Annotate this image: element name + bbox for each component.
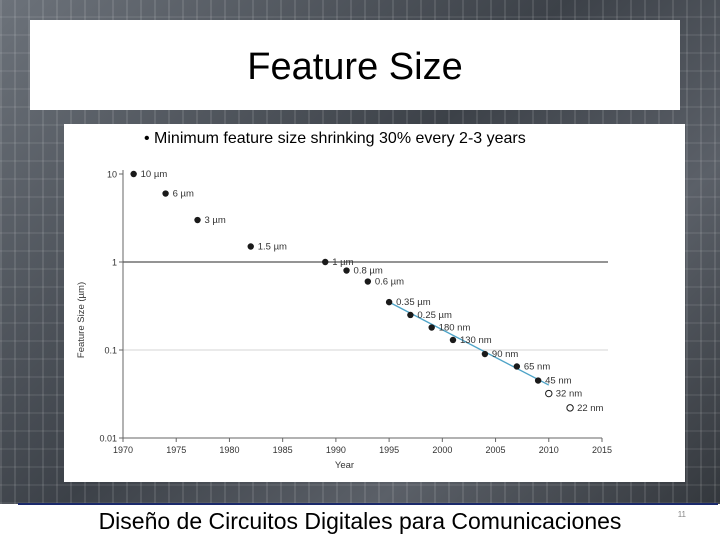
x-tick-label: 2005 [486, 445, 506, 455]
data-point [513, 363, 521, 370]
x-tick-label: 2000 [432, 445, 452, 455]
bullet-text: • Minimum feature size shrinking 30% eve… [144, 130, 526, 147]
data-point [364, 278, 372, 285]
data-label: 0.8 µm [354, 266, 383, 277]
data-point [343, 267, 350, 274]
data-label: 90 nm [492, 349, 518, 360]
data-label: 3 µm [205, 215, 226, 226]
page-number: 11 [677, 510, 686, 519]
footer-bar [0, 504, 720, 540]
data-label: 130 nm [460, 335, 492, 346]
data-point [247, 243, 254, 250]
data-label: 45 nm [545, 376, 571, 387]
footer-text: Diseño de Circuitos Digitales para Comun… [98, 508, 622, 534]
data-label: 180 nm [439, 323, 471, 334]
data-label: 1.5 µm [258, 242, 287, 253]
y-tick-label: 1 [112, 258, 117, 268]
trend-line [388, 301, 550, 386]
slide-title: Feature Size [247, 45, 463, 88]
x-tick-label: 1985 [273, 445, 293, 455]
data-label: 10 µm [141, 169, 168, 180]
data-label: 22 nm [577, 403, 603, 414]
x-tick-label: 1990 [326, 445, 346, 455]
x-tick-label: 1995 [379, 445, 399, 455]
data-point [566, 404, 574, 412]
content-box: 10 1 0.1 0.01 1970 1975 1980 1985 1990 1995 2000 20… [64, 124, 685, 482]
y-tick-label: 0.01 [99, 434, 117, 444]
x-axis-label: Year [335, 460, 354, 471]
data-label: 0.6 µm [375, 277, 404, 288]
x-tick-label: 1980 [219, 445, 239, 455]
data-point [481, 350, 489, 358]
data-point [449, 336, 457, 344]
data-label: 6 µm [173, 189, 194, 200]
y-axis-label: Feature Size (µm) [76, 282, 87, 358]
data-point [322, 258, 329, 266]
data-label: 1 µm [332, 257, 353, 268]
x-tick-label: 2015 [592, 445, 612, 455]
data-label: 0.35 µm [396, 297, 431, 308]
data-label: 0.25 µm [417, 310, 452, 321]
title-box: Feature Size [30, 20, 680, 110]
footer-divider [18, 503, 718, 505]
data-point [545, 389, 553, 398]
data-point [162, 190, 169, 197]
data-point [407, 311, 414, 319]
x-tick-label: 1970 [113, 445, 133, 455]
data-point [428, 324, 435, 331]
y-tick-label: 0.1 [104, 346, 117, 356]
data-label: 65 nm [524, 361, 550, 372]
data-label: 32 nm [556, 389, 582, 400]
data-point [385, 298, 393, 306]
data-point [534, 377, 542, 384]
data-point [130, 170, 137, 178]
data-point [194, 216, 201, 224]
x-tick-label: 2010 [539, 445, 559, 455]
y-tick-label: 10 [107, 170, 117, 180]
x-tick-label: 1975 [166, 445, 186, 455]
